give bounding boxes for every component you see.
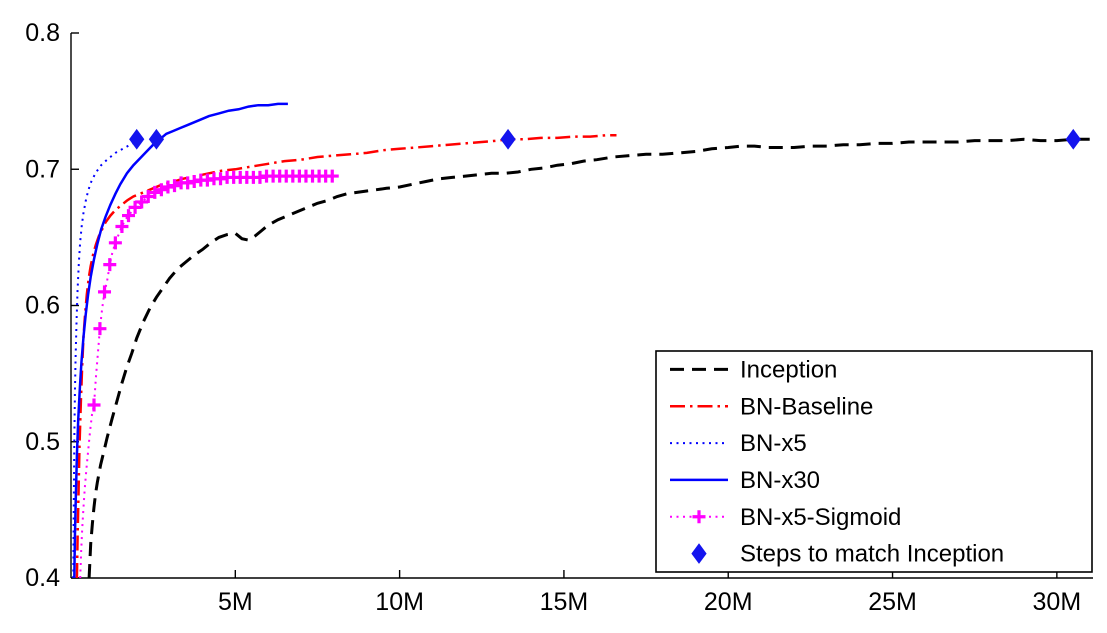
- plus-marker: [98, 285, 112, 299]
- legend-item-steps-to-match-inception: Steps to match Inception: [691, 541, 1004, 568]
- plus-marker: [135, 195, 149, 209]
- plus-marker: [122, 209, 136, 223]
- legend-label-bn-x5: BN-x5: [740, 430, 807, 457]
- legend-label-bn-baseline: BN-Baseline: [740, 393, 873, 420]
- legend-label-inception: Inception: [740, 356, 837, 383]
- diamond-marker: [129, 128, 145, 150]
- diamond-marker: [148, 128, 165, 150]
- plus-marker: [154, 183, 168, 197]
- legend-box: [655, 350, 1093, 573]
- legend-item-bn-x5-sigmoid: BN-x5-Sigmoid: [670, 504, 901, 531]
- y-tick-label: 0.5: [25, 428, 60, 456]
- plus-marker: [115, 219, 129, 233]
- plus-marker: [692, 510, 706, 524]
- legend-item-bn-baseline: BN-Baseline: [670, 393, 873, 420]
- diamond-marker: [691, 543, 707, 564]
- legend: Inception BN-Baseline BN-x5 BN-x30 BN-x5-Sig…: [655, 350, 1093, 573]
- y-tick-label: 0.6: [25, 292, 60, 320]
- y-tick-label: 0.7: [25, 155, 60, 183]
- diamond-marker: [500, 128, 516, 150]
- y-tick-label: 0.8: [25, 19, 60, 47]
- legend-item-bn-x5: BN-x5: [670, 430, 807, 457]
- series-line: [75, 133, 617, 579]
- legend-label-steps-to-match-inception: Steps to match Inception: [740, 541, 1004, 568]
- series-line: [87, 137, 1090, 579]
- x-tick-label: 15M: [540, 588, 589, 616]
- x-tick-label: 25M: [868, 588, 917, 616]
- x-tick-label: 20M: [704, 588, 753, 616]
- plus-marker: [325, 169, 339, 183]
- plus-marker: [141, 190, 155, 203]
- plus-marker: [148, 185, 162, 199]
- series-line: [79, 175, 331, 579]
- legend-label-bn-x5-sigmoid: BN-x5-Sigmoid: [740, 504, 901, 531]
- plus-marker: [87, 398, 101, 412]
- series-bn-x5-sigmoid: [79, 169, 339, 579]
- series-bn-x30: [73, 102, 288, 579]
- series-line: [73, 102, 288, 579]
- series-inception: [87, 137, 1090, 579]
- plus-marker: [168, 179, 182, 193]
- x-tick-label: 10M: [375, 588, 424, 616]
- plus-marker: [108, 236, 122, 250]
- y-tick-label: 0.4: [25, 564, 60, 592]
- series-bn-x5: [72, 138, 141, 579]
- plus-marker: [103, 258, 117, 272]
- legend-label-bn-x30: BN-x30: [740, 467, 820, 494]
- series-steps-to-match-inception: [129, 128, 1081, 150]
- x-tick-label: 30M: [1033, 588, 1082, 616]
- plus-marker: [93, 322, 107, 336]
- series-bn-baseline: [75, 133, 617, 579]
- x-tick-label: 5M: [218, 588, 253, 616]
- series-line: [72, 138, 141, 579]
- legend-item-inception: Inception: [670, 356, 837, 383]
- diamond-marker: [1065, 128, 1081, 150]
- plus-marker: [128, 200, 142, 214]
- legend-item-bn-x30: BN-x30: [670, 467, 820, 494]
